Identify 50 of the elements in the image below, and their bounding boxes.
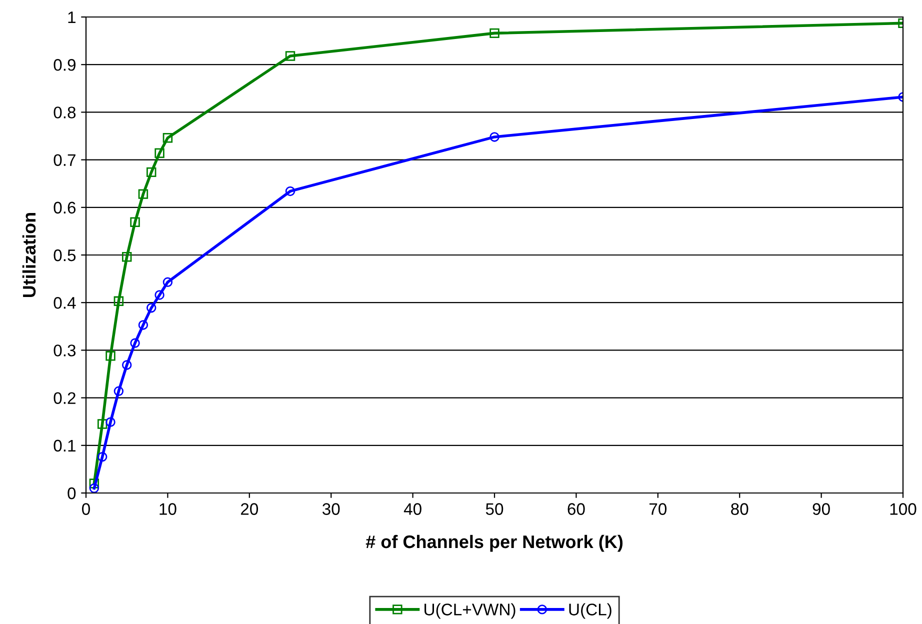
x-tick-label: 30 bbox=[322, 503, 340, 515]
y-tick-label: 0.6 bbox=[54, 202, 76, 214]
point bbox=[89, 478, 100, 488]
point bbox=[122, 252, 132, 262]
y-tick-label: 0.9 bbox=[54, 59, 76, 71]
point bbox=[154, 148, 164, 158]
x-tick-label: 20 bbox=[240, 503, 258, 515]
x-tick-label: 100 bbox=[890, 503, 916, 515]
x-tick-label: 40 bbox=[404, 503, 422, 515]
y-tick-label: 0.3 bbox=[54, 344, 76, 356]
point bbox=[97, 419, 108, 429]
point bbox=[490, 132, 500, 142]
point bbox=[89, 483, 100, 493]
point bbox=[146, 167, 156, 178]
point bbox=[138, 189, 148, 199]
x-tick-label: 10 bbox=[160, 503, 176, 515]
point bbox=[154, 290, 164, 300]
point bbox=[285, 51, 296, 61]
y-tick-label: 0.2 bbox=[54, 392, 76, 404]
x-tick-label: 90 bbox=[812, 503, 830, 515]
point bbox=[138, 320, 148, 330]
x-tick-label: 70 bbox=[649, 503, 667, 515]
point bbox=[146, 302, 156, 313]
y-tick-label: 0 bbox=[68, 487, 76, 500]
y-tick-label: 0.5 bbox=[54, 249, 76, 262]
legend-label: U(CL+VWN) bbox=[424, 603, 516, 619]
y-tick-label: 1 bbox=[68, 12, 76, 24]
point bbox=[130, 217, 140, 228]
x-axis-title: # of Channels per Network (K) bbox=[366, 534, 623, 552]
y-tick-label: 0.1 bbox=[54, 440, 76, 452]
point bbox=[162, 277, 173, 287]
y-tick-label: 0.7 bbox=[54, 154, 76, 166]
point bbox=[114, 386, 124, 396]
x-tick-label: 60 bbox=[568, 503, 585, 515]
y-tick-label: 0.8 bbox=[54, 106, 76, 118]
x-tick-label: 50 bbox=[486, 503, 504, 515]
point bbox=[114, 296, 124, 306]
point bbox=[162, 133, 173, 143]
point bbox=[106, 417, 116, 427]
point bbox=[106, 351, 116, 361]
point bbox=[285, 186, 296, 196]
y-axis-title: Utilization bbox=[22, 212, 36, 298]
legend-label: U(CL) bbox=[569, 603, 612, 619]
x-tick-label: 0 bbox=[82, 503, 90, 515]
point bbox=[490, 28, 500, 38]
y-tick-label: 0.4 bbox=[54, 297, 76, 309]
x-tick-label: 80 bbox=[731, 503, 748, 515]
point bbox=[97, 452, 108, 462]
point bbox=[130, 338, 140, 348]
point bbox=[122, 360, 132, 370]
